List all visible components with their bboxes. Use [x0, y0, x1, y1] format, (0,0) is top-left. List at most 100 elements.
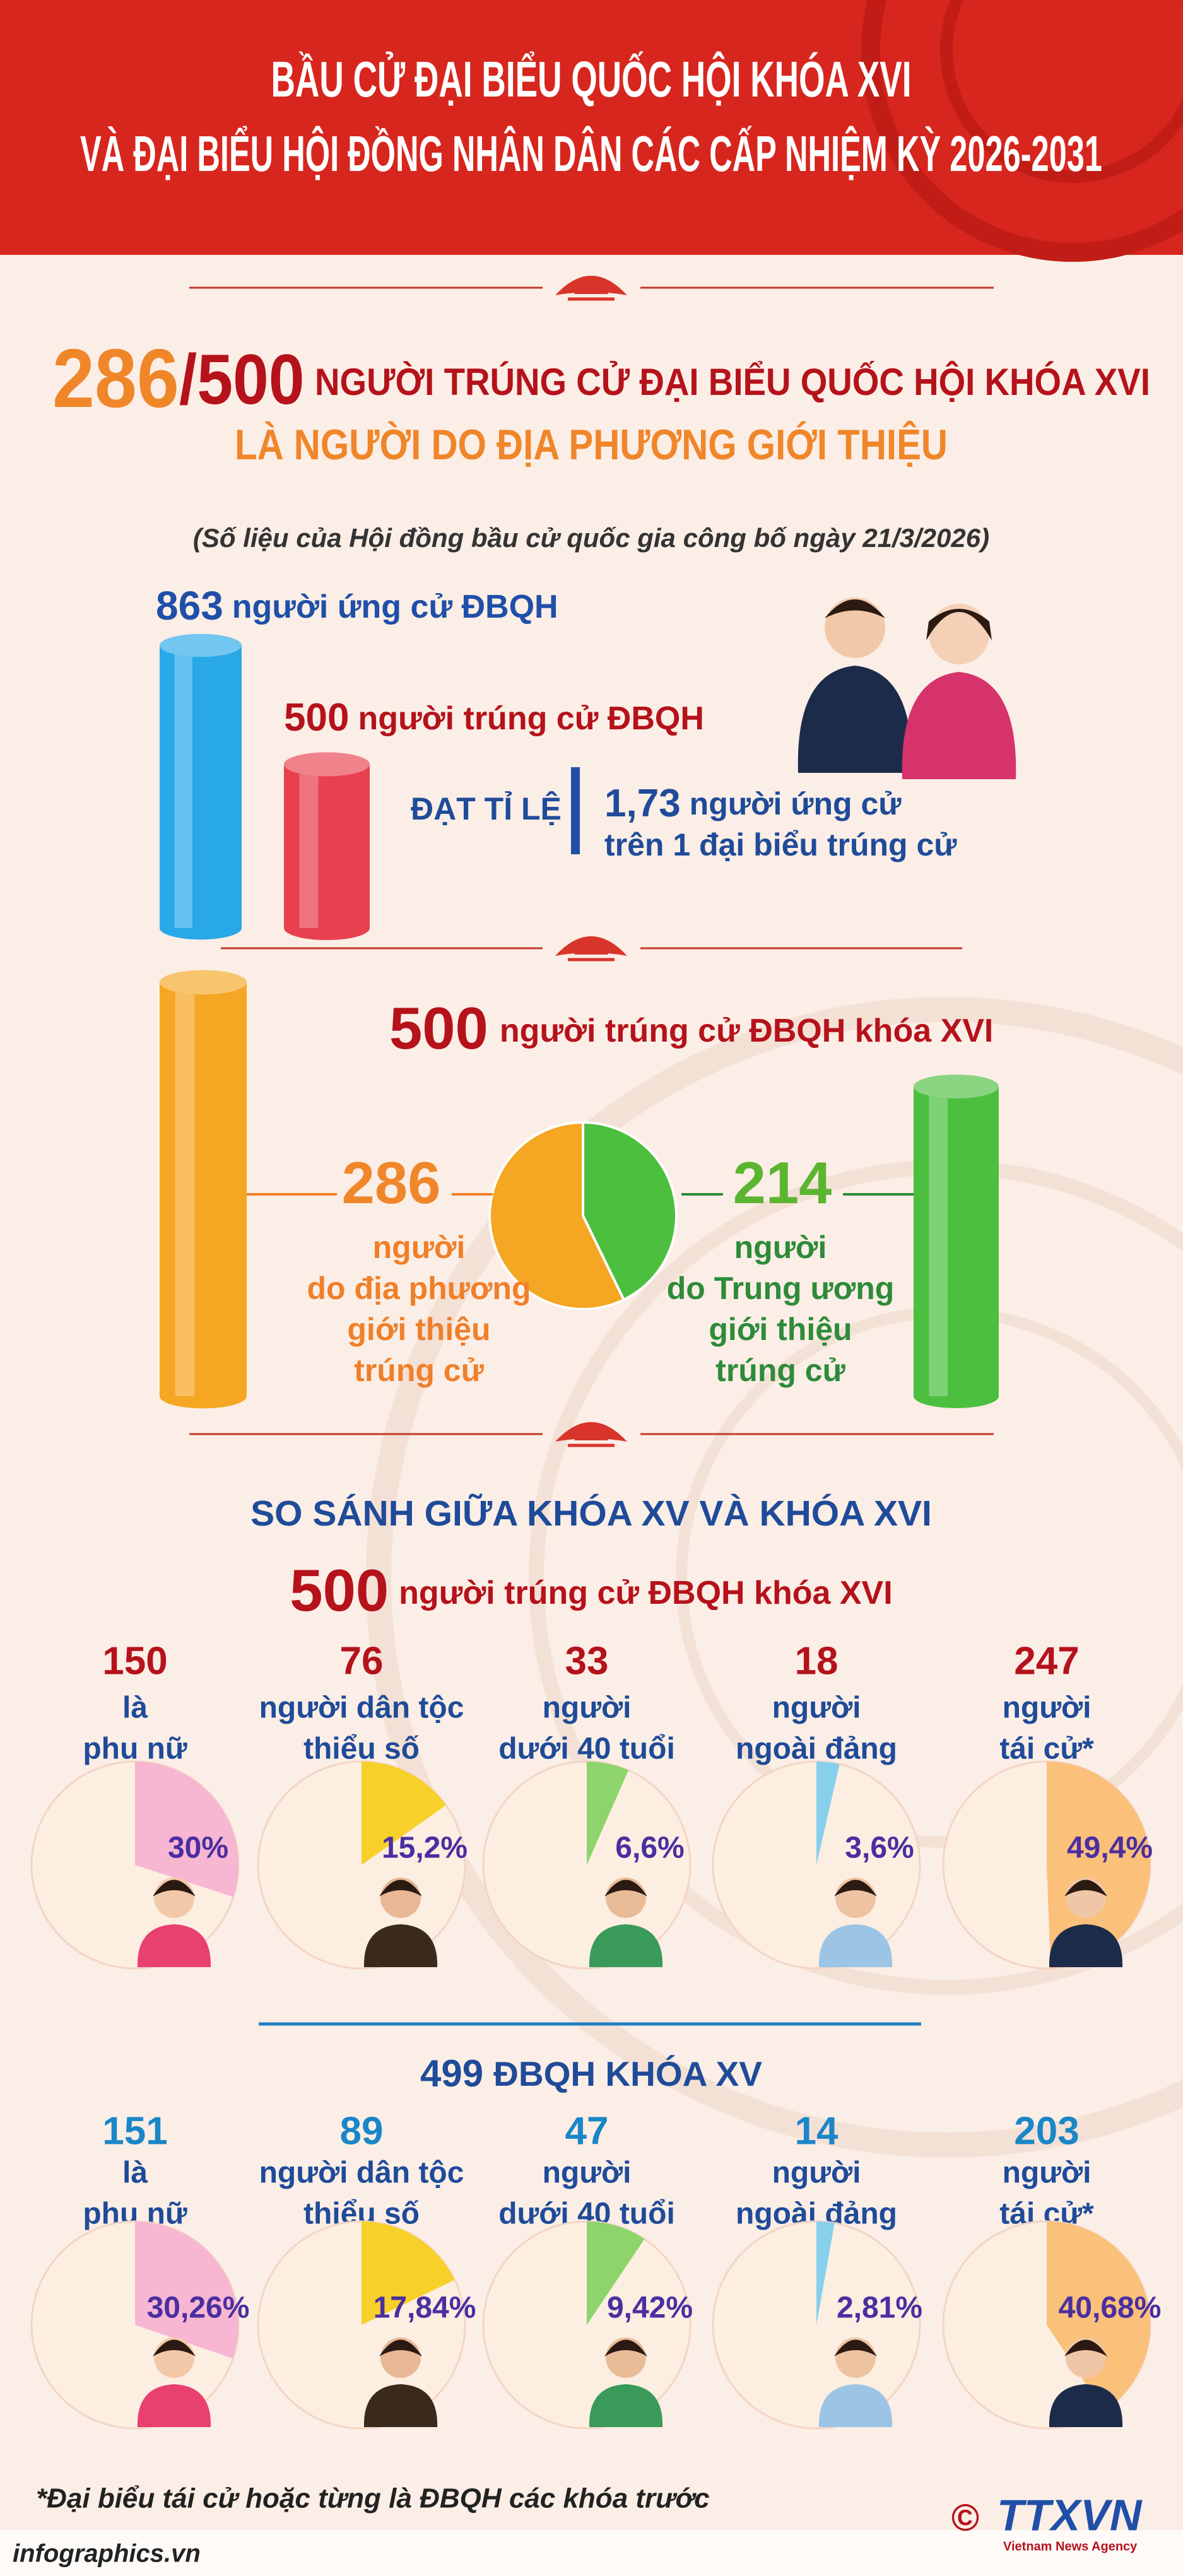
headline-total: /500 [179, 340, 305, 419]
cylinder-top-shine [160, 633, 242, 657]
split-heading: 500 người trúng cử ĐBQH khóa XVI [389, 995, 993, 1061]
item-text: người dân tộc [259, 1691, 464, 1725]
item-text: tái cử* [999, 1732, 1094, 1766]
ratio-line: 1,73 người ứng cử [604, 782, 902, 825]
pie-slice [582, 1120, 678, 1302]
avatar-hair [153, 2339, 196, 2356]
item-text: người [543, 2156, 632, 2190]
share-slice [816, 2221, 835, 2325]
group-count: 500 [290, 1557, 389, 1623]
item-value: 203 [1014, 2109, 1079, 2153]
agency-copyright: © [951, 2497, 979, 2539]
agency-sub: Vietnam News Agency [1003, 2539, 1138, 2553]
share-label: 3,6% [845, 1832, 914, 1865]
group-text: người trúng cử ĐBQH khóa XVI [399, 1575, 893, 1611]
part-text: giới thiệu [347, 1312, 490, 1347]
avatar-body [137, 2384, 211, 2427]
person-hair [825, 599, 885, 618]
avatar-hair [379, 2339, 422, 2356]
item-text: người dân tộc [259, 2156, 464, 2190]
item-value: 150 [102, 1639, 167, 1683]
source-note: (Số liệu của Hội đồng bầu cử quốc gia cô… [193, 523, 989, 553]
share-label: 17,84% [374, 2291, 476, 2325]
bar-text: người trúng cử ĐBQH [358, 700, 703, 737]
share-label: 15,2% [382, 1832, 468, 1865]
part-text: giới thiệu [709, 1312, 852, 1347]
title-line: VÀ ĐẠI BIỂU HỘI ĐỒNG NHÂN DÂN CÁC CẤP NH… [80, 126, 1102, 182]
cylinder [160, 645, 242, 928]
cylinder-highlight [175, 982, 195, 1396]
share-slice [587, 2221, 645, 2325]
share-label: 30% [168, 1832, 228, 1865]
headline-subtitle: LÀ NGƯỜI DO ĐỊA PHƯƠNG GIỚI THIỆU [235, 420, 948, 469]
cylinder-top [914, 1074, 999, 1099]
person-head [825, 597, 885, 658]
comparison-title: SO SÁNH GIỮA KHÓA XV VÀ KHÓA XVI [250, 1493, 932, 1534]
part-text: trúng cử [715, 1353, 845, 1388]
share-label: 9,42% [607, 2291, 693, 2325]
share-slice [362, 1761, 446, 1865]
ratio-text: người ứng cử [690, 786, 902, 821]
group-heading: 499 ĐBQH KHÓA XV [420, 2052, 762, 2095]
headline-number: 286 [52, 332, 179, 425]
bar-label: 500 người trúng cử ĐBQH [284, 696, 704, 739]
item-value: 14 [795, 2109, 839, 2153]
ratio-bar [571, 767, 580, 854]
avatar-body [1049, 2384, 1123, 2427]
pie-slice [488, 1120, 626, 1310]
split-text: người trúng cử ĐBQH khóa XVI [500, 1013, 994, 1049]
item-text: người [772, 1691, 861, 1725]
share-label: 40,68% [1059, 2291, 1162, 2325]
ratio-text: trên 1 đại biểu trúng cử [604, 827, 957, 862]
person-body [902, 672, 1016, 779]
footnote: *Đại biểu tái cử hoặc từng là ĐBQH các k… [36, 2483, 710, 2514]
avatar-hair [834, 2339, 877, 2356]
person-body [797, 666, 912, 773]
cylinder-highlight [929, 1086, 948, 1396]
avatar-body [137, 1924, 211, 1967]
person-head [929, 604, 989, 664]
avatar-body [363, 2384, 438, 2427]
cylinder [160, 982, 247, 1396]
header-pattern [940, 0, 1183, 183]
item-text: dưới 40 tuổi [498, 1732, 675, 1766]
part-value: 286 [342, 1150, 441, 1216]
cylinder [914, 1086, 999, 1396]
avatar-body [818, 2384, 893, 2427]
person-hair [926, 609, 992, 640]
avatar-body [589, 2384, 663, 2427]
part-value: 214 [733, 1150, 832, 1216]
group-count: 499 [420, 2052, 483, 2095]
bar-value: 500 [284, 696, 349, 739]
cylinder-top-shine [914, 1074, 999, 1099]
cylinder-top [284, 752, 370, 777]
bar-value: 863 [156, 583, 223, 628]
item-value: 47 [565, 2109, 609, 2153]
share-slice [587, 1761, 629, 1865]
item-text: là [122, 2156, 148, 2190]
item-value: 151 [102, 2109, 167, 2153]
cylinder-top-shine [160, 970, 247, 995]
cylinder [284, 764, 370, 928]
part-text: người [373, 1230, 466, 1265]
footer-band [0, 2530, 1183, 2576]
ratio-value: 1,73 [604, 782, 681, 825]
share-label: 30,26% [147, 2291, 250, 2325]
item-value: 76 [340, 1639, 384, 1683]
item-text: người [1003, 1691, 1092, 1725]
group-heading: 500 người trúng cử ĐBQH khóa XVI [290, 1557, 892, 1623]
avatar-hair [1064, 1879, 1107, 1897]
share-label: 2,81% [837, 2291, 922, 2325]
lotus-ornament [555, 1422, 627, 1442]
item-text: người [543, 1691, 632, 1725]
avatar-hair [834, 1879, 877, 1897]
item-value: 247 [1014, 1639, 1079, 1683]
share-slice [135, 2221, 239, 2359]
share-label: 49,4% [1067, 1832, 1153, 1865]
group-text: ĐBQH KHÓA XV [493, 2054, 762, 2093]
avatar-body [363, 1924, 438, 1967]
ratio-label: ĐẠT TỈ LỆ [411, 791, 562, 826]
share-slice [135, 1761, 238, 1897]
bar-label: 863 người ứng cử ĐBQH [156, 583, 558, 628]
